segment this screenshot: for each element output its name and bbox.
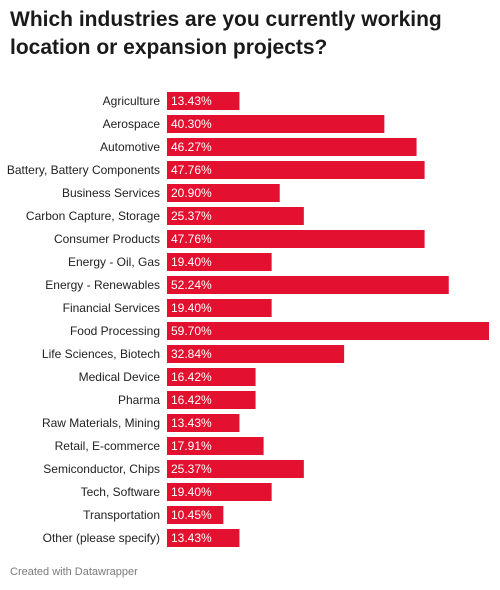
- category-label: Energy - Oil, Gas: [68, 255, 160, 269]
- value-label: 46.27%: [171, 140, 212, 154]
- value-label: 25.37%: [171, 209, 212, 223]
- category-label: Transportation: [83, 508, 160, 522]
- category-label: Semiconductor, Chips: [43, 462, 160, 476]
- value-label: 47.76%: [171, 232, 212, 246]
- value-label: 19.40%: [171, 301, 212, 315]
- bar: [167, 184, 280, 202]
- value-label: 25.37%: [171, 462, 212, 476]
- value-label: 16.42%: [171, 393, 212, 407]
- category-label: Raw Materials, Mining: [42, 416, 160, 430]
- value-label: 19.40%: [171, 255, 212, 269]
- bar: [167, 414, 240, 432]
- category-label: Energy - Renewables: [45, 278, 160, 292]
- category-label: Carbon Capture, Storage: [26, 209, 160, 223]
- value-label: 13.43%: [171, 531, 212, 545]
- category-label: Life Sciences, Biotech: [42, 347, 160, 361]
- bar: [167, 322, 489, 340]
- bar: [167, 437, 264, 455]
- category-label: Food Processing: [70, 324, 160, 338]
- bar: [167, 460, 304, 478]
- category-label: Financial Services: [63, 301, 160, 315]
- value-label: 13.43%: [171, 416, 212, 430]
- value-label: 52.24%: [171, 278, 212, 292]
- value-label: 32.84%: [171, 347, 212, 361]
- category-label: Other (please specify): [43, 531, 160, 545]
- category-label: Medical Device: [79, 370, 161, 384]
- chart-title: Which industries are you currently worki…: [10, 8, 442, 59]
- bar: [167, 506, 224, 524]
- category-label: Agriculture: [103, 94, 161, 108]
- bar: [167, 299, 272, 317]
- value-label: 17.91%: [171, 439, 212, 453]
- value-label: 19.40%: [171, 485, 212, 499]
- bar: [167, 368, 256, 386]
- bar: [167, 391, 256, 409]
- bar: [167, 138, 417, 156]
- bar: [167, 483, 272, 501]
- bar: [167, 253, 272, 271]
- category-label: Tech, Software: [81, 485, 161, 499]
- bar: [167, 529, 240, 547]
- category-label: Aerospace: [103, 117, 161, 131]
- value-label: 47.76%: [171, 163, 212, 177]
- category-label: Battery, Battery Components: [7, 163, 160, 177]
- bar: [167, 345, 345, 363]
- category-label: Automotive: [100, 140, 160, 154]
- bar: [167, 230, 425, 248]
- value-label: 16.42%: [171, 370, 212, 384]
- value-label: 59.70%: [171, 324, 212, 338]
- value-label: 20.90%: [171, 186, 212, 200]
- bar: [167, 207, 304, 225]
- credit-footer: Created with Datawrapper: [10, 566, 138, 578]
- category-label: Business Services: [62, 186, 160, 200]
- category-label: Consumer Products: [54, 232, 160, 246]
- bar-chart: Agriculture 13.43% Aerospace 40.30% Automoti…: [7, 92, 489, 547]
- value-label: 10.45%: [171, 508, 212, 522]
- category-label: Retail, E-commerce: [55, 439, 161, 453]
- bar: [167, 115, 385, 133]
- value-label: 13.43%: [171, 94, 212, 108]
- value-label: 40.30%: [171, 117, 212, 131]
- bar: [167, 276, 449, 294]
- category-label: Pharma: [118, 393, 160, 407]
- bar: [167, 161, 425, 179]
- bar: [167, 92, 240, 110]
